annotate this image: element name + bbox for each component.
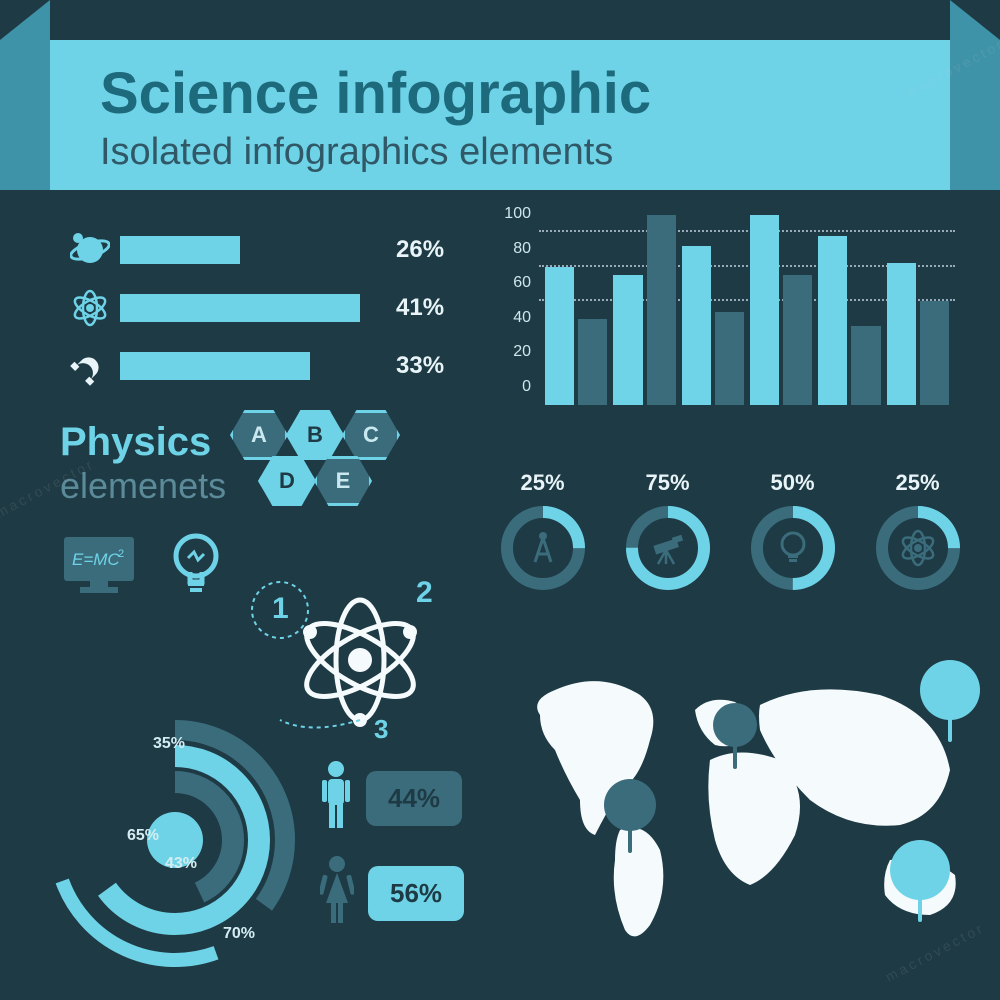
donut-bulb: 50% bbox=[745, 470, 840, 594]
page-title: Science infographic bbox=[100, 60, 900, 127]
bar-pair bbox=[682, 215, 744, 405]
hbar-label: 26% bbox=[396, 236, 444, 264]
physics-icons: E=MC 2 bbox=[60, 530, 224, 600]
bar-series-a bbox=[818, 236, 847, 405]
map-pin bbox=[713, 703, 757, 747]
donut-atom: 25% bbox=[870, 470, 965, 594]
bar-series-a bbox=[750, 215, 779, 405]
bar-series-a bbox=[545, 267, 574, 405]
map-pin bbox=[890, 840, 950, 900]
bar-pair bbox=[887, 215, 949, 405]
people-value: 44% bbox=[366, 771, 462, 826]
hbar-track bbox=[120, 294, 380, 322]
hbar-label: 33% bbox=[396, 352, 444, 380]
bar-series-b bbox=[851, 326, 880, 405]
magnet-icon bbox=[60, 346, 120, 386]
banner-fold bbox=[0, 40, 50, 190]
person-female-icon bbox=[320, 855, 354, 932]
bar-pair bbox=[545, 215, 607, 405]
svg-text:43%: 43% bbox=[165, 855, 197, 872]
atom-icon bbox=[60, 288, 120, 328]
svg-text:65%: 65% bbox=[127, 827, 159, 844]
atom-num-3: 3 bbox=[374, 714, 388, 740]
bar-series-a bbox=[682, 246, 711, 405]
bar-series-b bbox=[920, 301, 949, 405]
banner-fold bbox=[950, 0, 1000, 40]
hbar-label: 41% bbox=[396, 294, 444, 322]
hbar-track bbox=[120, 236, 380, 264]
people-row: 56% bbox=[320, 855, 464, 932]
bulb-icon bbox=[168, 530, 224, 600]
atom-num-1: 1 bbox=[272, 592, 289, 625]
donut-row: 25% 75% 50% 25% bbox=[495, 470, 965, 594]
banner-fold bbox=[0, 0, 50, 40]
y-tick: 80 bbox=[513, 240, 531, 258]
person-male-icon bbox=[320, 760, 352, 837]
bar-series-b bbox=[578, 319, 607, 405]
donut-label: 25% bbox=[870, 470, 965, 496]
banner-fold bbox=[950, 40, 1000, 190]
y-tick: 20 bbox=[513, 343, 531, 361]
y-tick: 0 bbox=[522, 378, 531, 396]
donut-label: 75% bbox=[620, 470, 715, 496]
hbar-row: 26% bbox=[60, 230, 480, 270]
hbar-row: 33% bbox=[60, 346, 480, 386]
people-value: 56% bbox=[368, 866, 464, 921]
donut-label: 50% bbox=[745, 470, 840, 496]
donut-compass: 25% bbox=[495, 470, 590, 594]
svg-text:E=MC: E=MC bbox=[72, 550, 120, 569]
bar-pair bbox=[613, 215, 675, 405]
header-banner: Science infographic Isolated infographic… bbox=[0, 40, 1000, 190]
y-axis: 020406080100 bbox=[495, 215, 537, 405]
donut-label: 25% bbox=[495, 470, 590, 496]
bar-series-b bbox=[647, 215, 676, 405]
page-subtitle: Isolated infographics elements bbox=[100, 131, 900, 174]
atom-num-2: 2 bbox=[416, 576, 433, 609]
hbar-row: 41% bbox=[60, 288, 480, 328]
bar-plot bbox=[539, 215, 955, 405]
svg-text:70%: 70% bbox=[223, 925, 255, 942]
banner-main: Science infographic Isolated infographic… bbox=[50, 40, 950, 190]
hbar-track bbox=[120, 352, 380, 380]
bar-chart: 020406080100 bbox=[495, 215, 955, 430]
svg-text:2: 2 bbox=[118, 548, 124, 560]
bar-pair bbox=[818, 215, 880, 405]
y-tick: 60 bbox=[513, 274, 531, 292]
map-pin bbox=[604, 779, 656, 831]
bar-pair bbox=[750, 215, 812, 405]
people-row: 44% bbox=[320, 760, 464, 837]
donut-telescope: 75% bbox=[620, 470, 715, 594]
bar-series-a bbox=[613, 275, 642, 405]
radial-chart: 35% 65% 43% 70% bbox=[45, 710, 305, 970]
svg-text:35%: 35% bbox=[153, 735, 185, 752]
bar-series-b bbox=[783, 275, 812, 405]
y-tick: 40 bbox=[513, 309, 531, 327]
board-icon: E=MC 2 bbox=[60, 533, 138, 597]
horizontal-bars: 26% 41% 33% bbox=[60, 230, 480, 404]
people-stats: 44% 56% bbox=[320, 760, 464, 950]
world-map bbox=[510, 660, 970, 960]
planet-icon bbox=[60, 230, 120, 270]
bar-series-b bbox=[715, 312, 744, 405]
y-tick: 100 bbox=[504, 205, 531, 223]
bar-series-a bbox=[887, 263, 916, 405]
map-pin bbox=[920, 660, 980, 720]
